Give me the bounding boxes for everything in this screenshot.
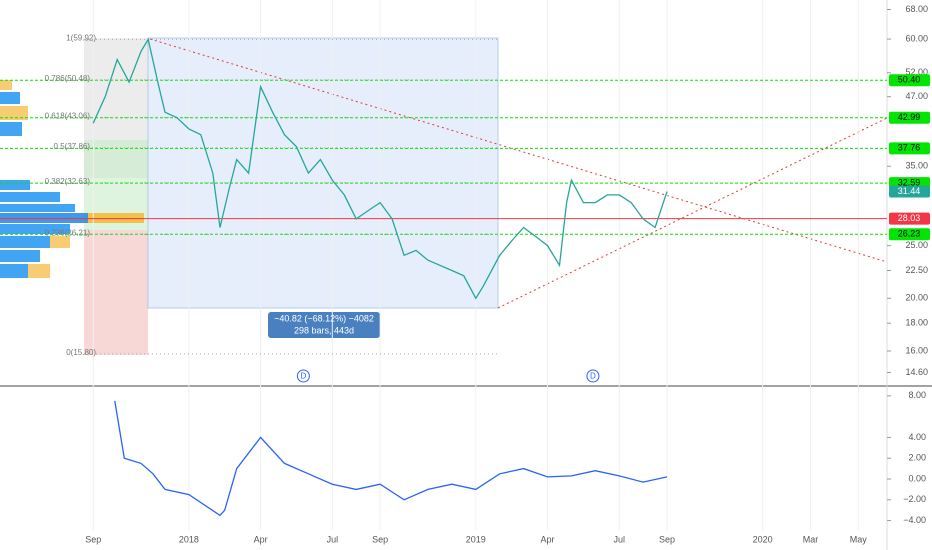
price-badge: [889, 142, 930, 155]
macd-tick-label: 8.00: [908, 390, 926, 400]
price-tick-label: 14.60: [905, 367, 928, 377]
price-badge-label: 50.40: [898, 75, 921, 85]
price-badge-label: 37.76: [898, 143, 921, 153]
fib-label: 1(59.92): [66, 33, 96, 42]
price-badge-label: 28.03: [898, 213, 921, 223]
time-tick-label: Sep: [85, 534, 101, 544]
macd-line: [114, 400, 668, 517]
macd-tick-label: 2.00: [908, 453, 926, 463]
macd-tick-label: 4.00: [908, 432, 926, 442]
price-badge: [889, 212, 930, 225]
time-tick-label: Apr: [540, 534, 554, 544]
price-tick-label: 52.00: [905, 67, 928, 77]
price-line: [92, 37, 668, 300]
trend-line-upper: [149, 38, 888, 263]
price-badge-label: 42.99: [898, 112, 921, 122]
dividend-label: D: [590, 372, 596, 381]
dividend-marker: [296, 369, 310, 383]
fib-label: 0(15.80): [66, 348, 96, 357]
price-tick-label: 60.00: [905, 33, 928, 43]
price-tick-label: 22.50: [905, 265, 928, 275]
price-badge: [889, 111, 930, 124]
fib-label: 0.236(26.21): [45, 229, 91, 238]
price-tick-label: 68.00: [905, 4, 928, 14]
macd-tick-label: −2.00: [903, 494, 926, 504]
fib-label: 0.382(32.63): [45, 177, 91, 186]
price-tick-label: 47.00: [905, 91, 928, 101]
measure-tooltip: [268, 312, 380, 338]
time-tick-label: 2019: [466, 534, 486, 544]
time-tick-label: Jul: [327, 534, 339, 544]
fib-label: 0.618(43.06): [45, 111, 91, 120]
price-tick-label: 20.00: [905, 293, 928, 303]
price-badge: [889, 228, 930, 241]
volume-profile: [0, 80, 144, 278]
time-tick-label: 2018: [179, 534, 199, 544]
price-tick-label: 35.00: [905, 161, 928, 171]
time-tick-label: Sep: [372, 534, 388, 544]
fib-label: 0.5(37.86): [54, 142, 91, 151]
time-tick-label: May: [850, 534, 868, 544]
dividend-label: D: [301, 372, 307, 381]
price-badge-label: 31.44: [898, 186, 921, 196]
time-tick-label: 2020: [753, 534, 773, 544]
price-tick-label: 16.00: [905, 345, 928, 355]
trend-line-lower: [497, 117, 888, 309]
measure-text: −40.82 (−68.12%) −4082: [274, 313, 374, 323]
price-tick-label: 25.00: [905, 240, 928, 250]
price-badge-label: 26.23: [898, 229, 921, 239]
dividend-marker: [586, 369, 600, 383]
price-tick-label: 18.00: [905, 318, 928, 328]
macd-tick-label: −4.00: [903, 515, 926, 525]
price-badge: [889, 185, 930, 198]
price-badge-label: 32.59: [898, 177, 921, 187]
measure-detail: 298 bars, 443d: [294, 325, 354, 335]
time-tick-label: Mar: [803, 534, 819, 544]
time-tick-label: Apr: [254, 534, 268, 544]
fib-zone-red: [84, 230, 148, 355]
measure-box: [147, 37, 499, 309]
macd-tick-label: 0.00: [908, 473, 926, 483]
time-tick-label: Jul: [613, 534, 625, 544]
price-badge: [889, 74, 930, 87]
time-tick-label: Sep: [659, 534, 675, 544]
fib-label: 0.786(50.48): [45, 74, 91, 83]
